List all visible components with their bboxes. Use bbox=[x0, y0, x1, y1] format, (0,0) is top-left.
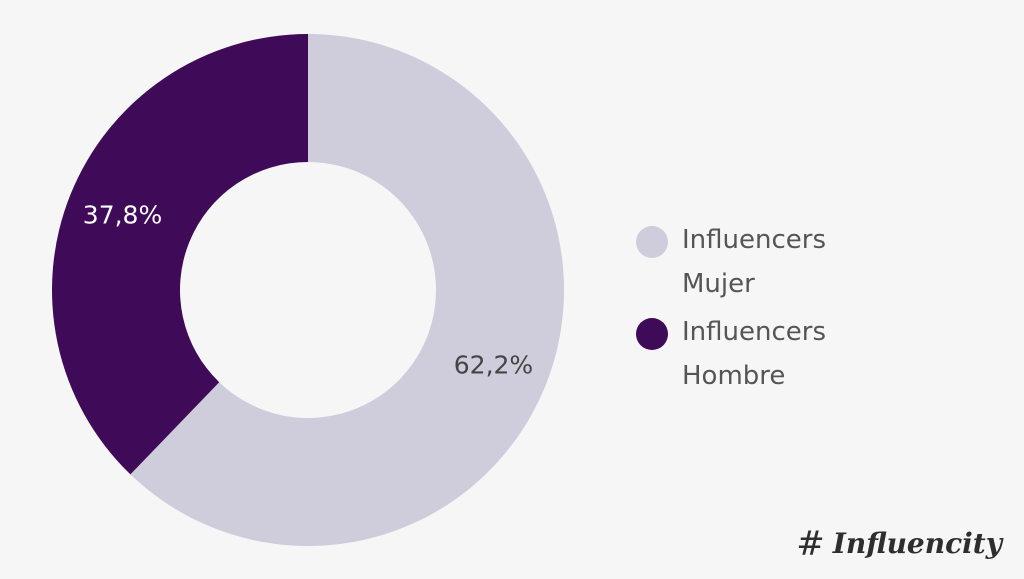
brand-logo: # Influencity bbox=[796, 527, 1002, 561]
legend-label-mujer: Influencers Mujer bbox=[682, 225, 827, 299]
legend-swatch-mujer bbox=[636, 226, 668, 258]
donut-slice-1 bbox=[52, 34, 308, 475]
legend-item-mujer: Influencers Mujer bbox=[636, 224, 966, 306]
slice-label-0: 62,2% bbox=[454, 350, 533, 379]
hashtag-icon: # bbox=[796, 524, 825, 564]
legend-swatch-hombre bbox=[636, 318, 668, 350]
legend-label-hombre: Influencers Hombre bbox=[682, 317, 827, 391]
brand-name: Influencity bbox=[832, 527, 1002, 560]
chart-legend: Influencers Mujer Influencers Hombre bbox=[636, 224, 966, 408]
donut-slice-0 bbox=[130, 34, 565, 546]
legend-item-hombre: Influencers Hombre bbox=[636, 316, 966, 398]
slice-label-1: 37,8% bbox=[83, 201, 162, 230]
